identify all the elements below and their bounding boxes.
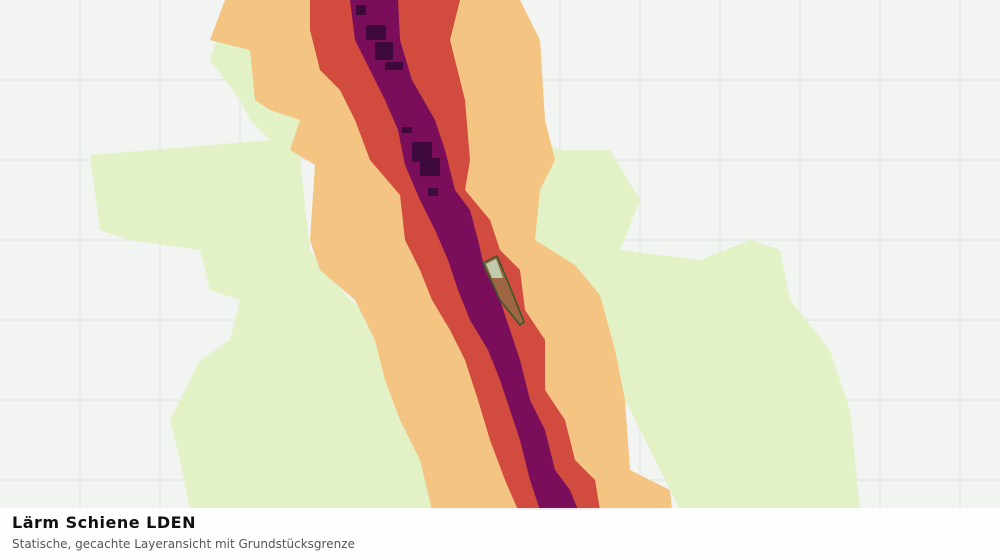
- noise-zone-extreme: [356, 5, 440, 196]
- map-title: Lärm Schiene LDEN: [12, 513, 196, 532]
- map-footer: Lärm Schiene LDEN Statische, gecachte La…: [0, 508, 1000, 560]
- noise-zone-low: [90, 0, 860, 510]
- map-subtitle: Statische, gecachte Layeransicht mit Gru…: [12, 537, 355, 551]
- parcel-highlight: [486, 259, 503, 278]
